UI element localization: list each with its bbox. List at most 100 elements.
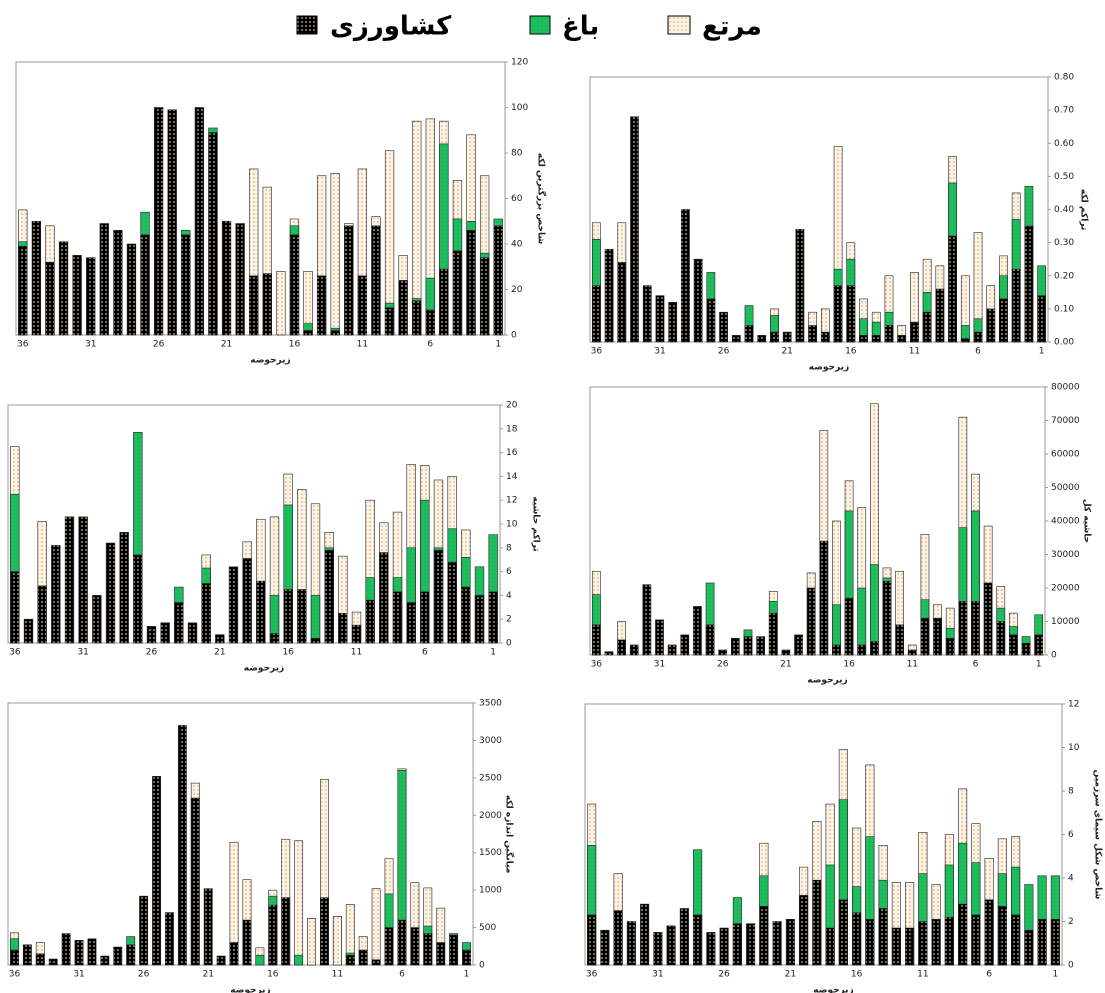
- x-tick-label: 36: [9, 970, 21, 980]
- x-tick-label: 11: [907, 660, 918, 670]
- bar: [617, 262, 627, 343]
- bar: [743, 636, 753, 656]
- y-tick-label: 0.30: [1054, 238, 1074, 248]
- bar: [324, 549, 334, 644]
- x-tick-label: 26: [718, 347, 730, 357]
- x-tick-label: 31: [654, 347, 665, 357]
- bar: [167, 109, 177, 336]
- bar: [971, 914, 981, 966]
- y-tick-label: 0.70: [1054, 106, 1074, 116]
- bar: [22, 944, 32, 966]
- bar: [310, 595, 321, 644]
- bar: [181, 234, 191, 336]
- bar: [303, 330, 313, 336]
- bar: [693, 258, 703, 343]
- bar: [392, 591, 403, 644]
- bar: [23, 618, 34, 644]
- x-tick-label: 16: [267, 970, 279, 980]
- bar: [140, 234, 150, 336]
- bar: [10, 571, 20, 644]
- bar: [907, 649, 917, 656]
- bar: [229, 942, 239, 966]
- bar: [1009, 634, 1018, 656]
- y-tick-label: 12: [1068, 700, 1079, 710]
- bar: [447, 561, 457, 644]
- y-tick-label: 1000: [479, 886, 502, 896]
- bar: [844, 597, 854, 656]
- bar: [479, 257, 490, 336]
- bar: [358, 949, 368, 966]
- bar: [99, 223, 109, 336]
- y-tick-label: 6: [1068, 830, 1074, 840]
- bar: [208, 132, 218, 336]
- x-tick-label: 1: [1036, 660, 1042, 670]
- bar: [235, 223, 245, 336]
- bar: [307, 918, 316, 966]
- bar: [87, 938, 97, 966]
- bar: [61, 933, 71, 966]
- bar: [466, 230, 476, 336]
- x-tick-label: 31: [85, 340, 96, 350]
- bar: [799, 895, 809, 966]
- bar: [668, 301, 678, 343]
- bar: [666, 925, 676, 966]
- bar: [228, 566, 239, 644]
- x-tick-label: 36: [591, 347, 603, 357]
- y-tick-label: 10: [506, 520, 518, 530]
- bar: [45, 261, 55, 336]
- bar: [203, 888, 213, 966]
- bar: [859, 335, 868, 343]
- bar: [146, 626, 157, 644]
- bar: [679, 908, 689, 966]
- bar: [731, 637, 740, 656]
- bar: [744, 325, 754, 343]
- bar: [944, 916, 954, 966]
- bar: [655, 619, 664, 656]
- y-axis-title: تراکم حاشیه: [531, 496, 541, 551]
- bar: [344, 225, 354, 336]
- plot-frame: [7, 702, 474, 966]
- bar: [852, 912, 862, 966]
- bar: [242, 919, 252, 966]
- bar: [152, 776, 161, 966]
- bar: [255, 954, 265, 966]
- bar: [398, 280, 408, 336]
- y-tick-label: 2500: [479, 773, 502, 783]
- bar: [433, 549, 444, 644]
- bar: [918, 921, 928, 966]
- x-tick-label: 26: [138, 970, 150, 980]
- x-tick-label: 6: [422, 648, 428, 658]
- y-tick-label: 80: [511, 149, 523, 159]
- bar: [1024, 929, 1034, 966]
- bar: [1024, 225, 1034, 343]
- bar: [474, 595, 485, 644]
- bar: [37, 585, 47, 644]
- bar: [126, 944, 136, 966]
- bar: [488, 591, 498, 644]
- bar: [999, 298, 1008, 343]
- bar: [412, 300, 422, 336]
- y-tick-label: 50000: [1051, 483, 1080, 493]
- bar: [48, 958, 58, 966]
- legend-label: کشاورزی: [330, 12, 452, 42]
- y-tick-label: 2: [1068, 917, 1074, 927]
- bar: [439, 268, 449, 336]
- bar: [640, 903, 650, 966]
- x-tick-label: 26: [718, 970, 730, 980]
- bar: [133, 554, 143, 644]
- bar: [297, 589, 307, 644]
- x-axis-title: زیرحوضه: [809, 363, 849, 373]
- bar: [983, 582, 993, 656]
- bar: [882, 580, 892, 656]
- bar: [922, 311, 932, 343]
- bar: [18, 245, 28, 336]
- bar: [462, 949, 471, 966]
- x-tick-label: 6: [975, 347, 981, 357]
- bar: [832, 644, 841, 656]
- bar: [332, 916, 342, 966]
- bar: [604, 248, 614, 343]
- bar: [174, 602, 184, 644]
- y-tick-label: 8: [506, 543, 512, 553]
- chart-panel: 0 2 4 6 8 10 12 36 31 26 21 16 11 6 1 زیرحوضه شاخص شکل س…: [584, 700, 1103, 993]
